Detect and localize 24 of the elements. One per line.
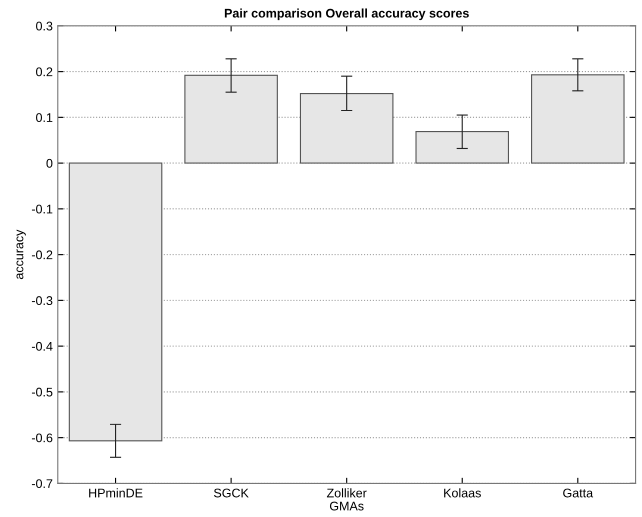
x-tick-label: Kolaas [444, 488, 481, 498]
x-axis-title: GMAs [330, 502, 364, 510]
y-tick-label: -0.1 [32, 204, 52, 214]
x-tick-label: Zolliker [326, 488, 367, 498]
bar [68, 162, 162, 442]
y-tick-label: -0.5 [32, 388, 52, 397]
y-tick-label: 0 [46, 158, 52, 168]
y-tick-label: 0.1 [36, 113, 52, 122]
chart-title: Pair comparison Overall accuracy scores [224, 8, 469, 20]
y-tick-label: -0.3 [32, 296, 52, 306]
bar [300, 93, 394, 164]
y-tick-label: 0.2 [36, 67, 52, 76]
y-tick-label: -0.4 [32, 342, 53, 351]
bar [184, 74, 278, 164]
y-tick-label: -0.6 [32, 433, 52, 442]
y-tick-label: -0.7 [32, 479, 52, 488]
bar [531, 74, 625, 164]
x-tick-label: SGCK [214, 488, 249, 498]
y-tick-label: 0.3 [36, 22, 52, 30]
x-tick-label: Gatta [563, 488, 594, 498]
x-tick-label: HPminDE [89, 488, 142, 498]
bar [415, 130, 510, 164]
y-axis-title: accuracy [16, 230, 26, 280]
y-tick-label: -0.2 [32, 250, 52, 260]
